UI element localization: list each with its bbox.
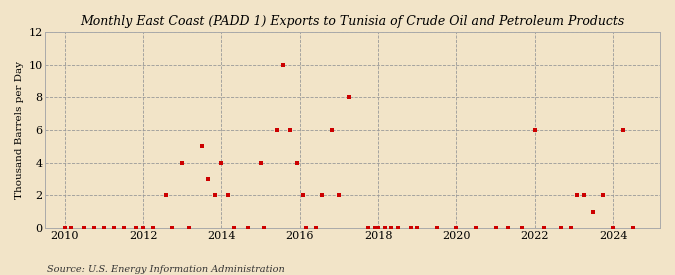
Point bbox=[344, 95, 354, 100]
Point bbox=[79, 226, 90, 230]
Point bbox=[503, 226, 514, 230]
Point bbox=[556, 226, 566, 230]
Point bbox=[161, 193, 171, 197]
Point bbox=[333, 193, 344, 197]
Point bbox=[588, 210, 599, 214]
Point bbox=[278, 62, 289, 67]
Point bbox=[451, 226, 462, 230]
Point bbox=[310, 226, 321, 230]
Title: Monthly East Coast (PADD 1) Exports to Tunisia of Crude Oil and Petroleum Produc: Monthly East Coast (PADD 1) Exports to T… bbox=[80, 15, 625, 28]
Point bbox=[363, 226, 374, 230]
Point bbox=[566, 226, 576, 230]
Point bbox=[572, 193, 583, 197]
Point bbox=[66, 226, 77, 230]
Point bbox=[147, 226, 158, 230]
Point bbox=[167, 226, 178, 230]
Point bbox=[412, 226, 423, 230]
Point bbox=[59, 226, 70, 230]
Point bbox=[539, 226, 550, 230]
Point bbox=[271, 128, 282, 132]
Point bbox=[405, 226, 416, 230]
Point bbox=[99, 226, 109, 230]
Y-axis label: Thousand Barrels per Day: Thousand Barrels per Day bbox=[15, 61, 24, 199]
Point bbox=[242, 226, 253, 230]
Point bbox=[229, 226, 240, 230]
Point bbox=[291, 160, 302, 165]
Point bbox=[203, 177, 214, 181]
Point bbox=[223, 193, 234, 197]
Point bbox=[255, 160, 266, 165]
Point bbox=[298, 193, 308, 197]
Point bbox=[138, 226, 148, 230]
Point bbox=[627, 226, 638, 230]
Point bbox=[470, 226, 481, 230]
Point bbox=[209, 193, 220, 197]
Point bbox=[216, 160, 227, 165]
Point bbox=[118, 226, 129, 230]
Point bbox=[131, 226, 142, 230]
Point bbox=[285, 128, 296, 132]
Point bbox=[608, 226, 618, 230]
Point bbox=[598, 193, 609, 197]
Point bbox=[108, 226, 119, 230]
Point bbox=[259, 226, 269, 230]
Point bbox=[317, 193, 328, 197]
Point bbox=[177, 160, 188, 165]
Point bbox=[392, 226, 403, 230]
Point bbox=[327, 128, 338, 132]
Point bbox=[516, 226, 527, 230]
Point bbox=[431, 226, 442, 230]
Point bbox=[88, 226, 99, 230]
Point bbox=[385, 226, 396, 230]
Point bbox=[379, 226, 390, 230]
Text: Source: U.S. Energy Information Administration: Source: U.S. Energy Information Administ… bbox=[47, 265, 285, 274]
Point bbox=[196, 144, 207, 148]
Point bbox=[490, 226, 501, 230]
Point bbox=[369, 226, 380, 230]
Point bbox=[301, 226, 312, 230]
Point bbox=[618, 128, 628, 132]
Point bbox=[578, 193, 589, 197]
Point bbox=[373, 226, 383, 230]
Point bbox=[529, 128, 540, 132]
Point bbox=[184, 226, 194, 230]
